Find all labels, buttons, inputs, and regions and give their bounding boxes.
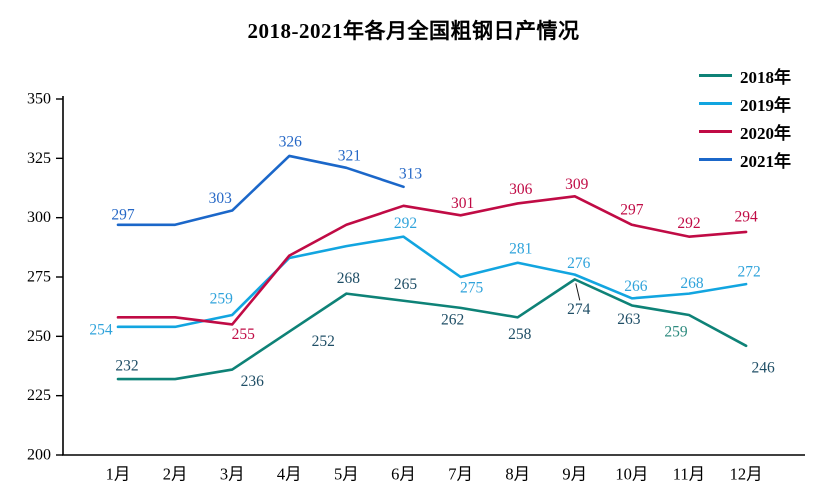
- data-label-2019年: 276: [567, 255, 591, 272]
- legend-item-2019年: 2019年: [699, 89, 791, 117]
- legend-item-2020年: 2020年: [699, 117, 791, 145]
- data-label-2020年: 301: [451, 195, 474, 212]
- x-tick-label: 7月: [448, 465, 473, 484]
- data-label-2021年: 303: [209, 190, 233, 207]
- legend-line-swatch-icon: [699, 101, 732, 105]
- data-label-2018年: 274: [567, 301, 591, 318]
- legend-label: 2021年: [740, 151, 791, 171]
- y-tick-label: 200: [27, 447, 51, 464]
- series-line-2018年: [116, 278, 748, 381]
- data-label-leader-line: [575, 283, 581, 301]
- y-tick-label: 275: [27, 269, 51, 286]
- data-label-2018年: 259: [664, 323, 688, 340]
- series-line-2020年: [116, 195, 748, 326]
- data-label-2019年: 272: [737, 264, 760, 281]
- x-tick-label: 4月: [277, 465, 302, 484]
- y-tick-label: 350: [27, 91, 51, 108]
- data-label-2018年: 232: [115, 358, 138, 375]
- data-label-2018年: 268: [337, 270, 361, 287]
- data-label-2018年: 246: [751, 359, 775, 376]
- y-tick-label: 325: [27, 150, 51, 167]
- chart-title: 2018-2021年各月全国粗钢日产情况: [247, 19, 580, 43]
- x-tick-label: 9月: [562, 465, 587, 484]
- data-label-2019年: 292: [394, 215, 417, 232]
- chart-legend: 2018年 2019年 2020年 2021年: [699, 61, 791, 173]
- data-label-2021年: 297: [111, 206, 135, 223]
- y-tick-label: 300: [27, 209, 51, 226]
- data-label-2019年: 266: [624, 278, 648, 295]
- legend-label: 2018年: [740, 67, 791, 87]
- data-label-2019年: 275: [460, 280, 484, 297]
- x-tick-label: 2月: [163, 465, 188, 484]
- data-label-2018年: 265: [394, 276, 418, 293]
- data-label-2021年: 326: [279, 133, 303, 150]
- data-label-2019年: 254: [89, 321, 113, 338]
- y-tick-label: 225: [27, 387, 51, 404]
- data-label-2020年: 309: [565, 176, 589, 193]
- x-tick-label: 1月: [106, 465, 131, 484]
- x-tick-label: 8月: [505, 465, 530, 484]
- legend-item-2018年: 2018年: [699, 61, 791, 89]
- x-tick-label: 11月: [673, 465, 705, 484]
- data-label-2020年: 294: [734, 208, 758, 225]
- data-label-2019年: 268: [680, 275, 704, 292]
- data-label-2018年: 236: [241, 373, 265, 390]
- x-tick-label: 12月: [730, 465, 763, 484]
- legend-label: 2020年: [740, 123, 791, 143]
- x-tick-label: 10月: [615, 465, 648, 484]
- data-label-2018年: 262: [441, 311, 464, 328]
- data-label-2018年: 258: [508, 326, 532, 343]
- series-line-2021年: [116, 154, 405, 227]
- x-tick-label: 3月: [220, 465, 245, 484]
- legend-line-swatch-icon: [699, 73, 732, 77]
- legend-line-swatch-icon: [699, 157, 732, 161]
- data-label-2019年: 259: [210, 290, 234, 307]
- y-tick-label: 250: [27, 328, 51, 345]
- data-label-2019年: 281: [509, 240, 532, 257]
- legend-item-2021年: 2021年: [699, 145, 791, 173]
- data-label-2021年: 313: [399, 165, 423, 182]
- data-label-2021年: 321: [338, 147, 361, 164]
- data-label-2018年: 263: [617, 311, 641, 328]
- series-line-2019年: [116, 235, 748, 329]
- data-label-2020年: 306: [509, 181, 533, 198]
- legend-label: 2019年: [740, 95, 791, 115]
- data-label-2020年: 292: [677, 215, 700, 232]
- data-label-2018年: 252: [312, 333, 335, 350]
- x-tick-label: 6月: [391, 465, 416, 484]
- legend-line-swatch-icon: [699, 129, 732, 133]
- data-label-2020年: 297: [620, 201, 644, 218]
- x-tick-label: 5月: [334, 465, 359, 484]
- data-label-2020年: 255: [232, 326, 256, 343]
